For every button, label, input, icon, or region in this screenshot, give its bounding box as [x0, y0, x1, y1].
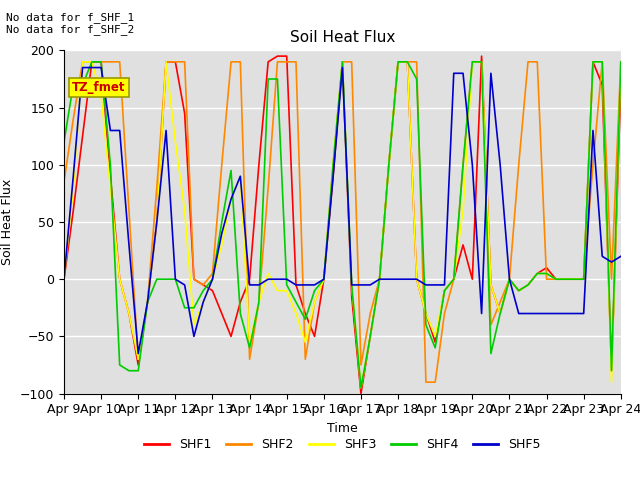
SHF4: [88, 59, 96, 65]
SHF3: [60, 276, 68, 282]
SHF4: [561, 276, 569, 282]
SHF4: [413, 76, 420, 82]
SHF4: [180, 305, 188, 311]
SHF4: [357, 385, 365, 391]
SHF1: [561, 276, 569, 282]
SHF3: [79, 59, 86, 65]
SHF4: [617, 59, 625, 65]
Line: SHF5: SHF5: [64, 68, 621, 354]
Text: TZ_fmet: TZ_fmet: [72, 81, 126, 94]
SHF5: [134, 351, 142, 357]
SHF5: [413, 276, 420, 282]
SHF3: [264, 271, 272, 276]
SHF2: [180, 59, 188, 65]
X-axis label: Time: Time: [327, 422, 358, 435]
SHF5: [274, 276, 282, 282]
SHF3: [180, 208, 188, 214]
Line: SHF1: SHF1: [64, 56, 621, 394]
SHF1: [255, 162, 263, 168]
SHF3: [357, 385, 365, 391]
SHF5: [79, 65, 86, 71]
SHF4: [376, 276, 383, 282]
SHF2: [366, 311, 374, 316]
Line: SHF2: SHF2: [64, 62, 621, 382]
SHF1: [357, 391, 365, 396]
SHF5: [60, 276, 68, 282]
SHF2: [60, 179, 68, 185]
SHF4: [200, 288, 207, 293]
SHF2: [561, 276, 569, 282]
SHF3: [617, 59, 625, 65]
SHF5: [376, 276, 383, 282]
Y-axis label: Soil Heat Flux: Soil Heat Flux: [1, 179, 14, 265]
Line: SHF4: SHF4: [64, 62, 621, 388]
SHF2: [200, 282, 207, 288]
Line: SHF3: SHF3: [64, 62, 621, 388]
SHF5: [209, 276, 216, 282]
SHF5: [617, 253, 625, 259]
Legend: SHF1, SHF2, SHF3, SHF4, SHF5: SHF1, SHF2, SHF3, SHF4, SHF5: [139, 433, 546, 456]
SHF3: [200, 299, 207, 305]
SHF1: [274, 53, 282, 59]
SHF1: [172, 59, 179, 65]
SHF3: [376, 276, 383, 282]
Title: Soil Heat Flux: Soil Heat Flux: [290, 30, 395, 45]
SHF1: [617, 82, 625, 87]
Text: No data for f_SHF_1
No data for f_SHF_2: No data for f_SHF_1 No data for f_SHF_2: [6, 12, 134, 36]
SHF3: [561, 276, 569, 282]
SHF4: [60, 139, 68, 145]
SHF2: [264, 185, 272, 191]
SHF2: [79, 59, 86, 65]
SHF5: [561, 311, 569, 316]
SHF1: [376, 276, 383, 282]
SHF5: [190, 334, 198, 339]
SHF2: [617, 59, 625, 65]
SHF1: [190, 276, 198, 282]
SHF4: [264, 76, 272, 82]
SHF1: [60, 276, 68, 282]
SHF2: [422, 379, 430, 385]
SHF2: [403, 59, 411, 65]
SHF3: [413, 276, 420, 282]
SHF1: [413, 276, 420, 282]
